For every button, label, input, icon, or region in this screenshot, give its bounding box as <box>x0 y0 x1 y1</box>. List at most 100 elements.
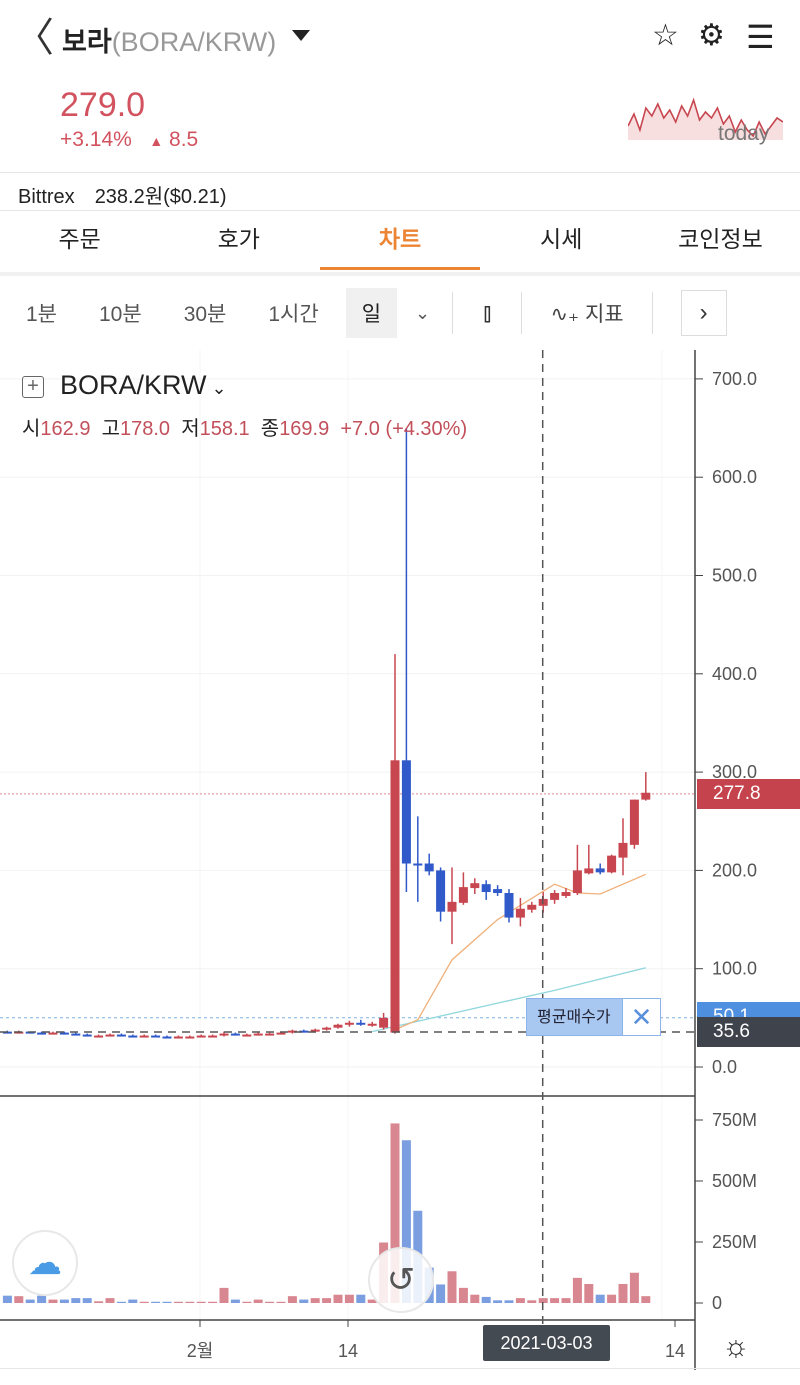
volume-bar <box>527 1300 537 1303</box>
price-chart[interactable]: 0.0 100.0 200.0 300.0 400.0 500.0 600.0 700.0 0 2… <box>0 350 800 1385</box>
tab-chart[interactable]: 차트 <box>320 212 480 270</box>
ma-short-line <box>394 873 647 1031</box>
candle-body <box>584 868 594 874</box>
candle-body <box>333 1024 343 1028</box>
interval-1hour[interactable]: 1시간 <box>268 303 319 326</box>
chart-symbol[interactable]: + BORA/KRW ⌄ <box>22 370 227 401</box>
interval-30min[interactable]: 30분 <box>183 303 227 326</box>
volume-bar <box>607 1294 617 1303</box>
volume-bar <box>71 1298 81 1303</box>
interval-day[interactable]: 일 <box>345 288 398 338</box>
candle-body <box>344 1022 354 1025</box>
candle-body <box>629 799 639 845</box>
candle-type-icon[interactable]: ⫾ <box>483 297 492 327</box>
volume-bar <box>173 1301 183 1303</box>
price-tick-label: 600.0 <box>712 467 757 487</box>
volume-bar <box>561 1298 571 1303</box>
exchange-name: Bittrex <box>18 186 75 208</box>
volume-bar <box>595 1294 605 1303</box>
candle-body <box>265 1033 275 1036</box>
star-icon[interactable]: ☆ <box>652 19 679 52</box>
price-tick-label: 500.0 <box>712 566 757 586</box>
volume-bar <box>25 1299 35 1303</box>
candle-body <box>208 1035 218 1038</box>
volume-bar <box>322 1298 332 1303</box>
candle-body <box>618 842 628 858</box>
volume-bar <box>242 1301 252 1303</box>
candle-body <box>105 1034 115 1037</box>
back-button[interactable]: 〈 <box>14 16 54 60</box>
main-tabs: 주문 호가 차트 시세 코인정보 <box>0 212 800 270</box>
change-percent: +3.14% <box>60 128 132 151</box>
volume-bar <box>276 1301 286 1303</box>
reset-rotate-icon[interactable]: ↺ <box>368 1247 434 1313</box>
volume-bar <box>436 1284 446 1303</box>
tab-orderbook[interactable]: 호가 <box>217 226 260 252</box>
volume-bar <box>641 1296 651 1303</box>
indicator-button[interactable]: ∿₊ 지표 <box>550 298 623 328</box>
candle-body <box>561 892 571 896</box>
coin-title[interactable]: 보라(BORA/KRW) <box>62 20 276 59</box>
interval-1min[interactable]: 1분 <box>26 303 57 326</box>
volume-bar <box>538 1298 548 1303</box>
volume-bar <box>333 1294 343 1303</box>
candle-body <box>595 868 605 873</box>
price-tick-label: 200.0 <box>712 860 757 880</box>
volume-bar <box>584 1283 594 1303</box>
volume-bar <box>2 1295 12 1303</box>
current-price: 279.0 <box>60 86 146 124</box>
interval-10min[interactable]: 10분 <box>99 303 142 326</box>
close-icon[interactable]: ✕ <box>622 999 660 1035</box>
candle-body <box>401 760 411 864</box>
gear-icon[interactable]: ⚙ <box>698 19 725 52</box>
candle-body <box>550 893 560 900</box>
chevron-right-icon[interactable]: › <box>680 290 727 336</box>
cloud-chart-icon[interactable]: ☁ <box>12 1230 78 1296</box>
candle-body <box>219 1033 229 1036</box>
volume-bar <box>447 1271 457 1303</box>
candle-body <box>48 1032 58 1035</box>
brightness-icon[interactable]: ☼ <box>722 1330 750 1363</box>
volume-tick-label: 0 <box>712 1293 722 1313</box>
coin-name: 보라 <box>62 27 112 57</box>
tab-coin-info[interactable]: 코인정보 <box>678 226 763 252</box>
candle-body <box>641 792 651 800</box>
candle-body <box>481 884 491 893</box>
candle-body <box>196 1035 206 1038</box>
candle-body <box>607 855 617 873</box>
candle-body <box>162 1036 172 1039</box>
avg-buy-price-tag: 50.1 <box>697 1002 800 1020</box>
chart-toolbar: 1분 10분 30분 1시간 일 ⌄ ⫾ ∿₊ 지표 › <box>0 272 800 350</box>
volume-bar <box>390 1123 400 1303</box>
candle-body <box>37 1032 47 1035</box>
volume-bar <box>37 1295 47 1303</box>
volume-bar <box>618 1283 628 1303</box>
up-triangle-icon: ▲ <box>149 133 164 149</box>
hamburger-icon[interactable]: ☰ <box>746 19 775 55</box>
candle-body <box>310 1029 320 1032</box>
price-tick-label: 0.0 <box>712 1057 737 1077</box>
add-symbol-icon[interactable]: + <box>22 376 44 398</box>
volume-bar <box>470 1294 480 1303</box>
candle-body <box>71 1033 81 1036</box>
today-label: today <box>718 122 770 145</box>
tab-order[interactable]: 주문 <box>58 226 101 252</box>
crosshair-date: 2021-03-03 <box>483 1325 610 1361</box>
candle-body <box>287 1030 297 1033</box>
change-amount: 8.5 <box>169 128 199 151</box>
candle-body <box>139 1035 149 1038</box>
tab-market-price[interactable]: 시세 <box>540 226 583 252</box>
volume-bar <box>572 1277 582 1303</box>
price-change: +3.14% ▲ 8.5 <box>60 128 198 152</box>
coin-dropdown-icon[interactable] <box>292 30 310 41</box>
candle-body <box>128 1035 138 1038</box>
volume-bar <box>208 1301 218 1303</box>
symbol-dropdown-icon[interactable]: ⌄ <box>206 378 227 398</box>
price-tick-label: 700.0 <box>712 369 757 389</box>
sparkline-line <box>628 97 783 138</box>
volume-bar <box>151 1301 161 1303</box>
candle-body <box>173 1036 183 1039</box>
avg-buy-label-text: 평균매수가 <box>537 1009 611 1026</box>
volume-bar <box>458 1287 468 1303</box>
interval-dropdown-icon[interactable]: ⌄ <box>415 302 431 323</box>
